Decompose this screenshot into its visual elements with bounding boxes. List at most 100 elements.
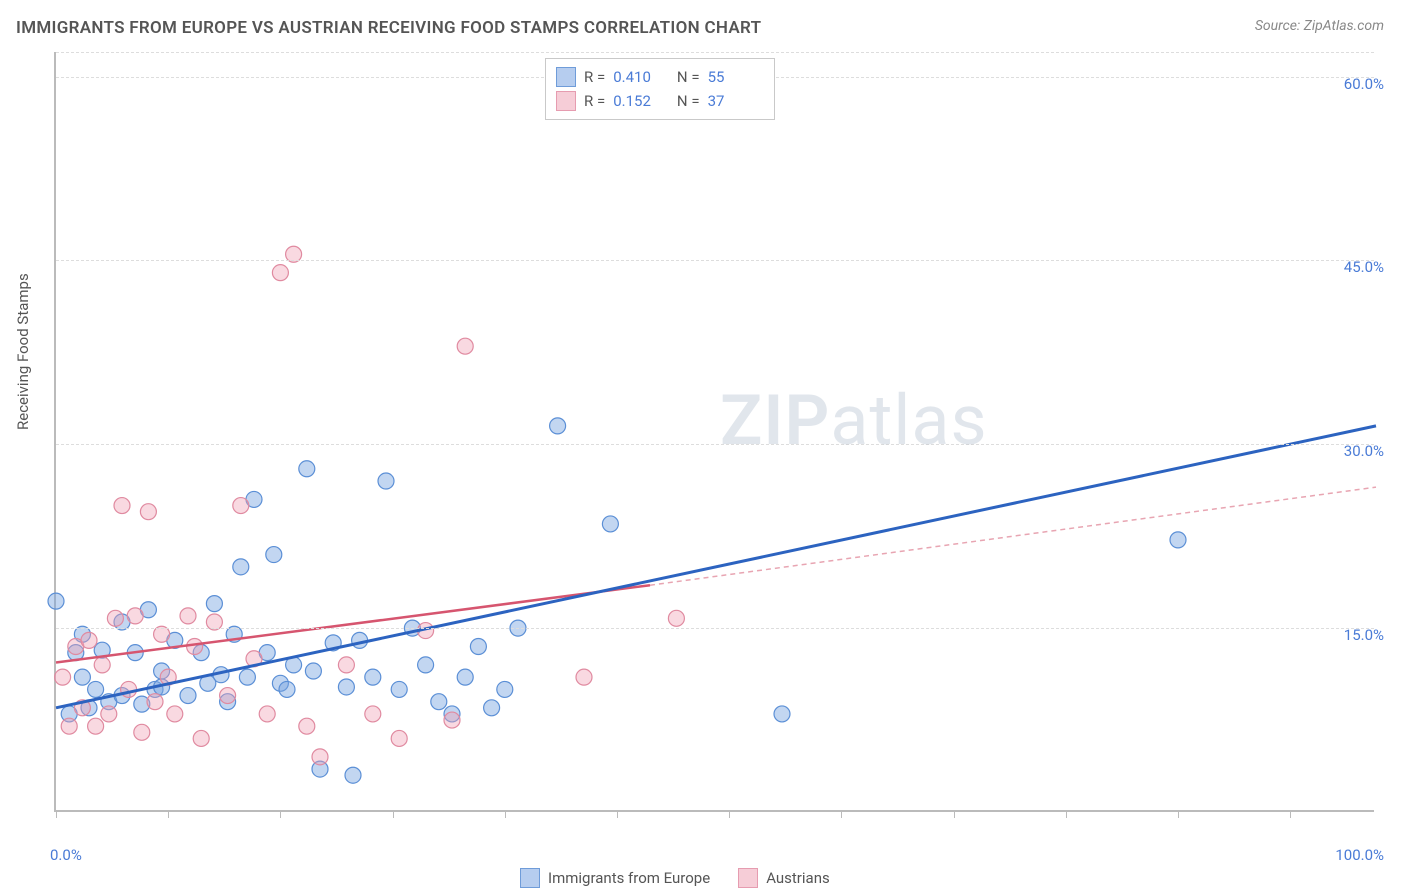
data-point [193, 730, 209, 746]
grid-line [56, 260, 1374, 261]
data-point [259, 706, 275, 722]
data-point [279, 681, 295, 697]
y-axis-label: Receiving Food Stamps [14, 273, 32, 430]
r-value-2: 0.152 [613, 89, 665, 113]
data-point [444, 712, 460, 728]
x-tick [168, 810, 169, 818]
y-tick-label: 15.0% [1344, 626, 1384, 644]
data-point [378, 473, 394, 489]
scatter-plot [54, 52, 1374, 812]
data-point [266, 547, 282, 563]
data-point [602, 516, 618, 532]
x-min-label: 0.0% [50, 846, 82, 864]
grid-line [56, 628, 1374, 629]
data-point [457, 669, 473, 685]
data-point [206, 596, 222, 612]
data-point [431, 694, 447, 710]
legend-swatch-1 [520, 868, 540, 888]
data-point [140, 504, 156, 520]
legend-item-1: Immigrants from Europe [520, 868, 710, 888]
n-label: N = [673, 65, 699, 89]
data-point [88, 681, 104, 697]
data-point [668, 610, 684, 626]
x-tick [280, 810, 281, 818]
data-point [391, 681, 407, 697]
data-point [774, 706, 790, 722]
data-point [272, 265, 288, 281]
data-point [338, 679, 354, 695]
x-tick [617, 810, 618, 818]
y-tick-label: 60.0% [1344, 75, 1384, 93]
legend-label-2: Austrians [766, 869, 830, 887]
correlation-legend: R = 0.410 N = 55 R = 0.152 N = 37 [545, 58, 775, 120]
data-point [127, 608, 143, 624]
data-point [81, 632, 97, 648]
n-value-2: 37 [708, 89, 760, 113]
data-point [220, 688, 236, 704]
source-attribution: Source: ZipAtlas.com [1255, 18, 1384, 34]
x-tick [56, 810, 57, 818]
n-value-1: 55 [708, 65, 760, 89]
data-point [147, 694, 163, 710]
x-tick [1178, 810, 1179, 818]
data-point [55, 669, 71, 685]
data-point [233, 559, 249, 575]
legend-swatch-2 [738, 868, 758, 888]
data-point [391, 730, 407, 746]
data-point [470, 639, 486, 655]
x-max-label: 100.0% [1335, 846, 1384, 864]
chart-title: IMMIGRANTS FROM EUROPE VS AUSTRIAN RECEI… [16, 18, 761, 38]
data-point [365, 706, 381, 722]
data-point [305, 663, 321, 679]
x-tick [393, 810, 394, 818]
data-point [167, 706, 183, 722]
y-tick-label: 45.0% [1344, 258, 1384, 276]
data-point [299, 718, 315, 734]
data-point [94, 657, 110, 673]
data-point [338, 657, 354, 673]
data-point [101, 706, 117, 722]
data-point [497, 681, 513, 697]
data-point [576, 669, 592, 685]
data-point [550, 418, 566, 434]
x-tick [841, 810, 842, 818]
data-point [365, 669, 381, 685]
y-tick-label: 30.0% [1344, 442, 1384, 460]
data-point [61, 718, 77, 734]
data-point [187, 639, 203, 655]
x-tick [729, 810, 730, 818]
n-label: N = [673, 89, 699, 113]
regression-line [56, 585, 650, 662]
legend-item-2: Austrians [738, 868, 830, 888]
series-legend: Immigrants from Europe Austrians [520, 868, 830, 888]
swatch-series-1 [556, 67, 576, 87]
r-label: R = [584, 65, 605, 89]
legend-row-series-2: R = 0.152 N = 37 [556, 89, 760, 113]
x-tick [1066, 810, 1067, 818]
legend-row-series-1: R = 0.410 N = 55 [556, 65, 760, 89]
plot-svg [56, 52, 1374, 810]
data-point [1170, 532, 1186, 548]
x-tick [505, 810, 506, 818]
data-point [312, 749, 328, 765]
x-tick [1290, 810, 1291, 818]
data-point [114, 498, 130, 514]
data-point [134, 724, 150, 740]
r-value-1: 0.410 [613, 65, 665, 89]
data-point [233, 498, 249, 514]
grid-line [56, 52, 1374, 53]
data-point [457, 338, 473, 354]
data-point [345, 767, 361, 783]
data-point [418, 657, 434, 673]
data-point [299, 461, 315, 477]
data-point [74, 669, 90, 685]
data-point [180, 608, 196, 624]
x-tick [954, 810, 955, 818]
grid-line [56, 444, 1374, 445]
legend-label-1: Immigrants from Europe [548, 869, 710, 887]
data-point [107, 610, 123, 626]
data-point [88, 718, 104, 734]
regression-line [56, 426, 1376, 708]
plot-area [54, 52, 1374, 812]
swatch-series-2 [556, 91, 576, 111]
